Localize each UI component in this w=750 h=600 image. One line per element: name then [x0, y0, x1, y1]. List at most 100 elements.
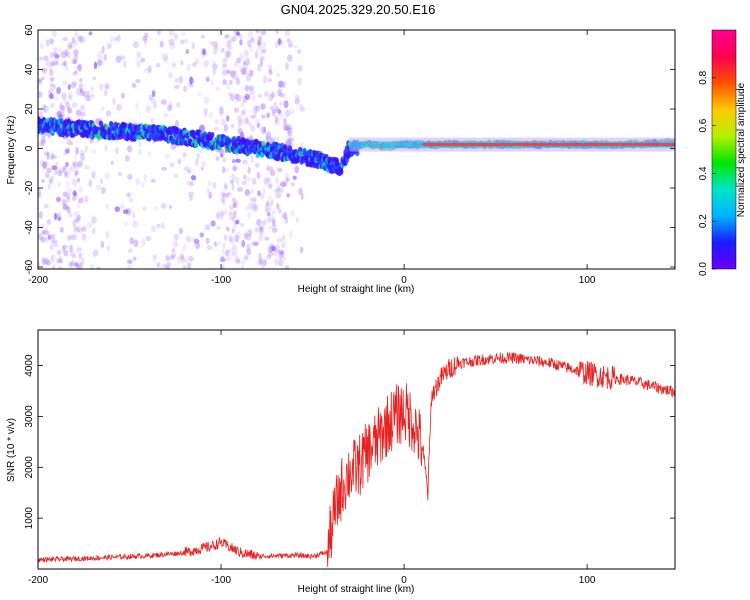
spectrogram-cell — [48, 178, 53, 184]
spectrogram-cell — [287, 54, 293, 63]
spectrogram-cell — [147, 65, 152, 74]
spectrogram-cell — [179, 227, 183, 235]
spectrogram-cell — [38, 139, 45, 147]
spectrogram-cell — [286, 192, 291, 198]
spectrogram-cell — [297, 49, 301, 55]
spectrogram-cell — [110, 36, 114, 43]
spectrogram-cell — [236, 115, 243, 123]
spectrogram-cell — [76, 200, 81, 209]
spectrogram-cell — [80, 104, 85, 111]
spectrogram-cell — [88, 31, 93, 36]
spectrogram-cell — [173, 173, 179, 178]
spectrogram-cell — [56, 111, 61, 117]
spectrogram-cell — [276, 72, 280, 78]
spectrogram-cell — [233, 107, 240, 113]
spectrogram-cell — [127, 248, 133, 253]
spectrogram-cell — [220, 214, 224, 221]
spectrogram-cell — [218, 107, 225, 115]
spectrogram-cell — [214, 119, 220, 125]
spectrogram-cell — [251, 177, 257, 185]
spectrogram-cell — [280, 110, 284, 118]
spectrogram-cell — [185, 235, 192, 243]
spectrogram-cell — [214, 45, 219, 51]
spectrogram-cell — [270, 242, 275, 250]
spectrogram-cell — [160, 222, 165, 229]
spectrogram-cell — [160, 203, 167, 209]
spectrogram-cell — [225, 254, 232, 263]
spectrogram-cell — [252, 107, 258, 115]
spectrogram-cell — [255, 30, 261, 33]
spectrogram-cell — [72, 193, 79, 198]
spectrogram-cell — [66, 138, 72, 146]
spectrogram-cell — [124, 155, 130, 162]
spectrogram-cell — [266, 201, 271, 208]
spectrogram-cell — [221, 68, 228, 76]
spectrogram-cell — [288, 124, 293, 130]
spectrogram-cell — [170, 43, 176, 50]
spectrogram-cell — [148, 151, 152, 157]
snr-series-line — [38, 352, 675, 567]
spectrogram-cell — [47, 234, 52, 240]
spectrogram-cell — [228, 248, 233, 254]
spectrogram-cell — [40, 139, 46, 145]
spectrogram-cell — [247, 211, 251, 220]
spectrogram-cell — [178, 75, 184, 84]
spectrogram-cell — [234, 244, 238, 253]
spectrogram-cell — [60, 168, 65, 174]
spectrogram-cell — [277, 89, 282, 97]
spectrogram-cell — [256, 171, 261, 180]
spectrogram-cell — [185, 48, 189, 55]
snr-y-label: SNR (10 * v/v) — [6, 418, 17, 482]
spectrogram-cell — [222, 57, 228, 63]
spectrogram-cell — [266, 112, 270, 119]
spectrogram-cell — [73, 161, 80, 170]
colorbar-tick-label: 0.4 — [698, 166, 709, 180]
spectrogram-cell — [66, 147, 71, 154]
spectrogram-cell — [83, 165, 90, 170]
spectrogram-cell — [239, 39, 243, 46]
spectrogram-cell — [50, 175, 54, 180]
spectrogram-cell — [57, 170, 63, 177]
spectrogram-cell — [49, 93, 54, 100]
spectrogram-cell — [41, 257, 45, 264]
spectrogram-cell — [222, 242, 226, 250]
spectrogram-cell — [73, 49, 79, 56]
spectrogram-cell — [55, 60, 59, 66]
spectrogram-cell — [66, 51, 72, 59]
spectrogram-heatmap — [38, 30, 675, 269]
spectrogram-cell — [52, 46, 58, 53]
spectrogram-cell — [277, 208, 282, 214]
spectrogram-cell — [182, 264, 187, 269]
spectrogram-cell — [78, 185, 84, 194]
spectrogram-cell — [259, 228, 264, 236]
spectrogram-cell — [182, 152, 187, 158]
spectrogram-cell — [285, 62, 289, 70]
spectrogram-cell — [282, 93, 287, 99]
spectrogram-cell — [44, 236, 50, 243]
spectrogram-cell — [127, 264, 133, 269]
spectrogram-x-tick-label: 0 — [401, 275, 407, 286]
spectrogram-cell — [141, 181, 145, 188]
spectrogram-cell — [168, 100, 173, 108]
spectrogram-cell — [57, 110, 63, 119]
spectrogram-cell — [77, 64, 83, 72]
spectrogram-cell — [236, 57, 242, 64]
spectrogram-cell — [119, 55, 126, 60]
spectrogram-cell — [74, 153, 78, 161]
spectrogram-cell — [168, 38, 175, 46]
spectrogram-cell — [62, 203, 69, 211]
spectrogram-cell — [66, 105, 71, 114]
spectrogram-cell — [229, 79, 233, 85]
spectrogram-cell — [240, 260, 246, 265]
spectrogram-cell — [240, 101, 245, 108]
spectrogram-cell — [174, 119, 180, 128]
spectrogram-cell — [72, 80, 79, 86]
spectrogram-cell — [260, 56, 265, 62]
spectrogram-cell — [180, 39, 185, 45]
spectrogram-cell — [220, 48, 225, 53]
spectrogram-cell — [48, 64, 53, 70]
spectrogram-cell — [51, 165, 58, 171]
spectrogram-cell — [261, 264, 266, 269]
spectrogram-cell — [87, 129, 92, 136]
spectrogram-cell — [93, 63, 100, 68]
